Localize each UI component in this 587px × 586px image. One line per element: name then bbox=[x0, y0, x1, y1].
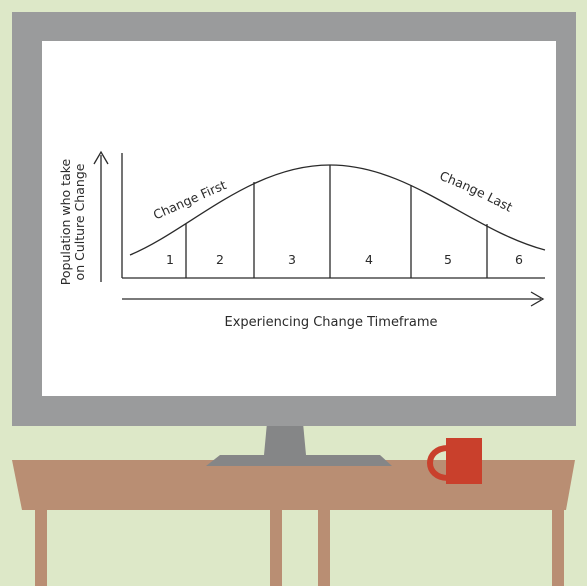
segment-label-1: 1 bbox=[166, 252, 174, 267]
segment-label-6: 6 bbox=[515, 252, 523, 267]
segment-label-4: 4 bbox=[365, 252, 373, 267]
monitor-screen bbox=[42, 41, 556, 396]
desk-leg-center-left bbox=[270, 510, 282, 586]
desk-leg-left bbox=[35, 510, 47, 586]
arrow-right-icon bbox=[122, 291, 545, 307]
desk-leg-center-right bbox=[318, 510, 330, 586]
monitor-base bbox=[206, 455, 392, 466]
desk-top bbox=[12, 460, 575, 510]
y-axis-label-line2: on Culture Change bbox=[72, 163, 87, 280]
x-axis-label: Experiencing Change Timeframe bbox=[224, 315, 437, 330]
y-axis-label-line1: Population who take bbox=[58, 158, 73, 285]
coffee-mug-icon bbox=[427, 438, 482, 484]
adoption-curve-diagram bbox=[93, 150, 546, 307]
desk-leg-right bbox=[552, 510, 564, 586]
segment-label-5: 5 bbox=[444, 252, 452, 267]
segment-label-3: 3 bbox=[288, 252, 296, 267]
arrow-up-icon bbox=[93, 150, 109, 282]
y-axis-label: Population who take on Culture Change bbox=[58, 158, 87, 285]
segment-label-2: 2 bbox=[216, 252, 224, 267]
